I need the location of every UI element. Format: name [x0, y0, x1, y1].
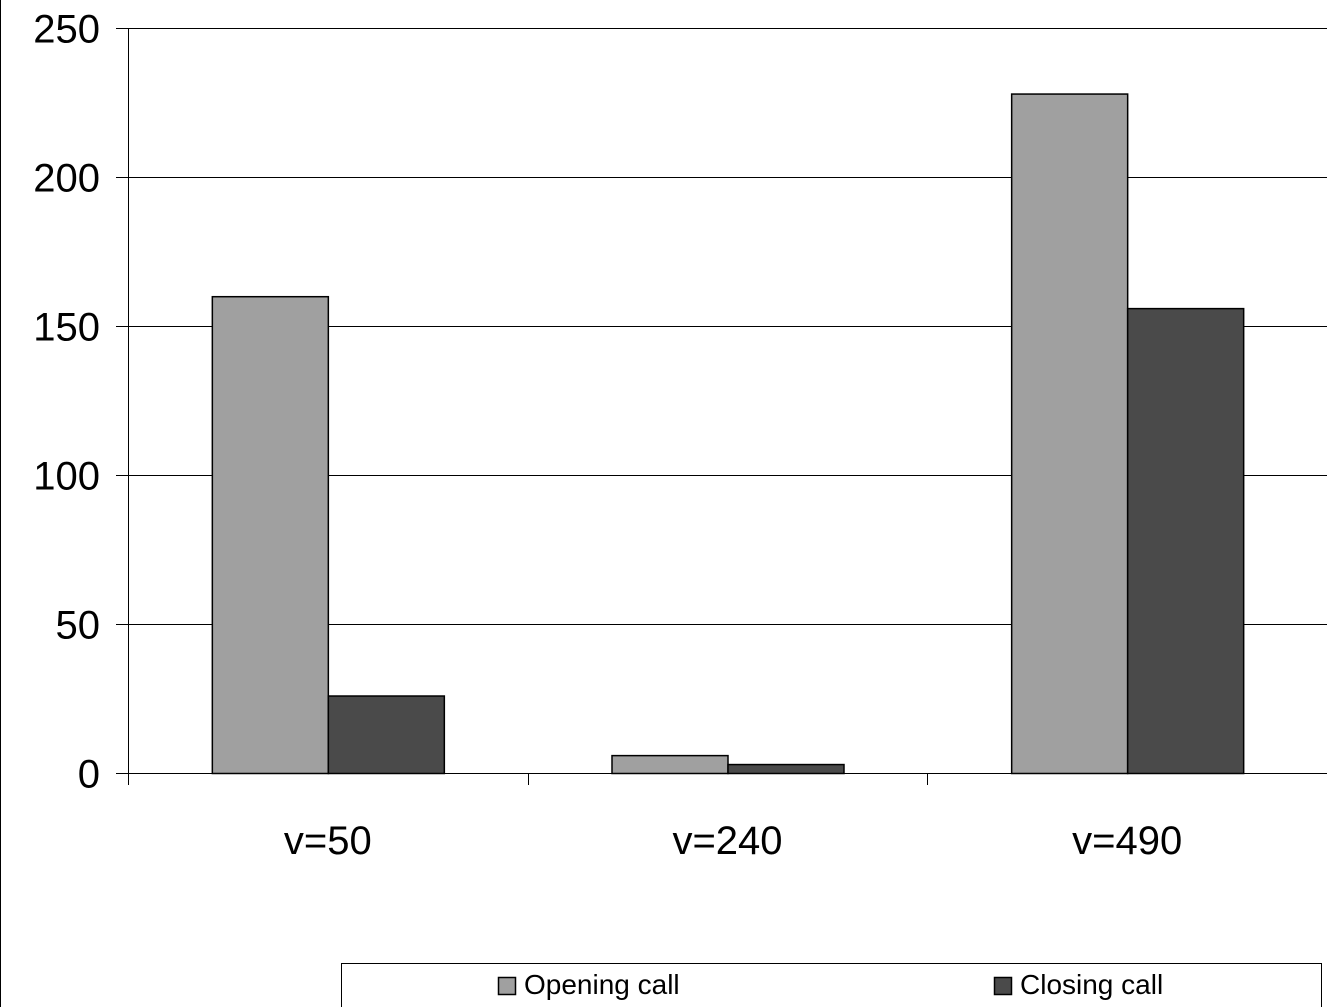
bar-opening-call — [211, 295, 330, 775]
y-tick-label: 150 — [33, 306, 100, 350]
legend-box — [341, 963, 1322, 1007]
x-tick-label: v=50 — [284, 819, 372, 863]
legend-swatch-closing-call — [993, 976, 1013, 996]
legend: Opening call Closing call — [341, 963, 1322, 1007]
y-tick-label: 200 — [33, 157, 100, 201]
x-tick-label: v=490 — [1072, 819, 1182, 863]
y-tick-label: 250 — [33, 8, 100, 52]
bar-opening-call — [1010, 93, 1129, 775]
bar-opening-call — [611, 754, 729, 775]
legend-swatch-opening-call — [497, 976, 517, 996]
y-tick-label: 0 — [78, 753, 100, 797]
bar-closing-call — [727, 763, 845, 775]
legend-label-closing-call: Closing call — [1020, 969, 1163, 1000]
y-tick-label: 100 — [33, 455, 100, 499]
x-tick-labels: v=50 v=240 v=490 — [284, 819, 1182, 863]
y-tick-labels: 0 50 100 150 200 250 — [33, 8, 100, 797]
legend-label-opening-call: Opening call — [524, 969, 680, 1000]
bars — [211, 93, 1245, 775]
bar-closing-call — [1126, 307, 1245, 775]
x-tick-label: v=240 — [672, 819, 782, 863]
y-tick-label: 50 — [56, 604, 101, 648]
bar-closing-call — [327, 695, 446, 775]
